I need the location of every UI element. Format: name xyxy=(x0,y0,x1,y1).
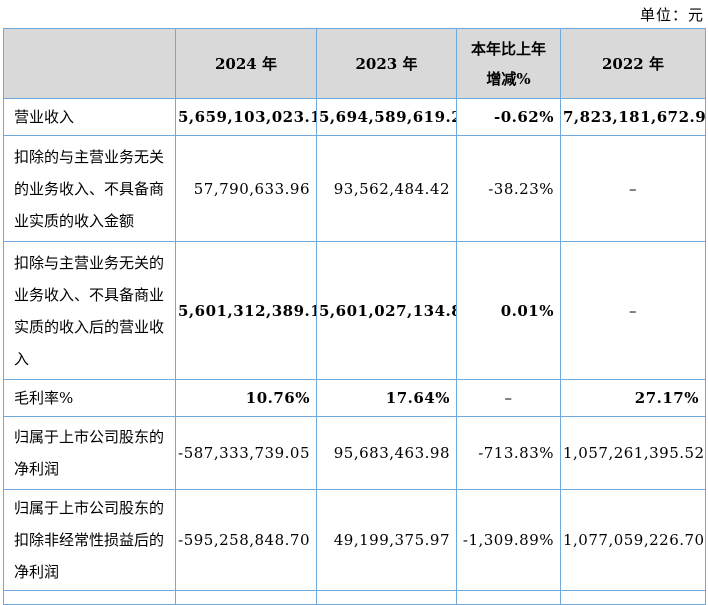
cell-yoy: -0.62% xyxy=(456,98,561,136)
cell-2022: 7,823,181,672.96 xyxy=(560,98,706,136)
header-item-column xyxy=(3,28,176,99)
row-label: 营业收入 xyxy=(3,98,176,136)
table-row-net-profit-excl-nonrecurring: 归属于上市公司股东的扣除非经常性损益后的净利润 -595,258,848.70 … xyxy=(3,489,706,591)
cell-2022: 1,057,261,395.52 xyxy=(560,416,706,490)
cell-2023: 95,683,463.98 xyxy=(316,416,457,490)
table-row-deducted-unrelated-income: 扣除的与主营业务无关的业务收入、不具备商业实质的收入金额 57,790,633.… xyxy=(3,135,706,242)
row-label: 毛利率% xyxy=(3,379,176,417)
cell-2022 xyxy=(560,590,706,605)
table-row-partial-clipped xyxy=(3,590,706,605)
cell-2023 xyxy=(316,590,457,605)
financial-summary-table: 2024 年 2023 年 本年比上年 增减% 2022 年 营业收入 5,65… xyxy=(3,28,706,605)
cell-2024: 57,790,633.96 xyxy=(175,135,317,242)
cell-2023: 93,562,484.42 xyxy=(316,135,457,242)
cell-2023: 5,694,589,619.24 xyxy=(316,98,457,136)
cell-2023: 5,601,027,134.82 xyxy=(316,241,457,380)
cell-yoy: -713.83% xyxy=(456,416,561,490)
table-header-row: 2024 年 2023 年 本年比上年 增减% 2022 年 xyxy=(3,28,706,99)
header-yoy-line1: 本年比上年 xyxy=(470,39,546,58)
header-2022: 2022 年 xyxy=(560,28,706,99)
cell-2024: 5,601,312,389.18 xyxy=(175,241,317,380)
row-label: 归属于上市公司股东的净利润 xyxy=(3,416,176,490)
cell-2024 xyxy=(175,590,317,605)
row-label: 归属于上市公司股东的扣除非经常性损益后的净利润 xyxy=(3,489,176,591)
cell-yoy xyxy=(456,590,561,605)
header-2023: 2023 年 xyxy=(316,28,457,99)
cell-2024: 10.76% xyxy=(175,379,317,417)
header-yoy-line2: 增减% xyxy=(486,69,531,88)
cell-yoy: – xyxy=(456,379,561,417)
unit-label: 单位：元 xyxy=(639,6,704,24)
cell-2024: -595,258,848.70 xyxy=(175,489,317,591)
cell-2022: 27.17% xyxy=(560,379,706,417)
table-row-net-profit: 归属于上市公司股东的净利润 -587,333,739.05 95,683,463… xyxy=(3,416,706,490)
table-row-operating-revenue: 营业收入 5,659,103,023.14 5,694,589,619.24 -… xyxy=(3,98,706,136)
cell-2024: -587,333,739.05 xyxy=(175,416,317,490)
header-yoy: 本年比上年 增减% xyxy=(456,28,561,99)
cell-2023: 49,199,375.97 xyxy=(316,489,457,591)
cell-yoy: 0.01% xyxy=(456,241,561,380)
cell-2024: 5,659,103,023.14 xyxy=(175,98,317,136)
cell-yoy: -38.23% xyxy=(456,135,561,242)
cell-2022: 1,077,059,226.70 xyxy=(560,489,706,591)
row-label: 扣除的与主营业务无关的业务收入、不具备商业实质的收入金额 xyxy=(3,135,176,242)
cell-2022: – xyxy=(560,241,706,380)
cell-2022: – xyxy=(560,135,706,242)
table-row-revenue-after-deduction: 扣除与主营业务无关的业务收入、不具备商业实质的收入后的营业收入 5,601,31… xyxy=(3,241,706,380)
header-2024: 2024 年 xyxy=(175,28,317,99)
table-row-gross-margin: 毛利率% 10.76% 17.64% – 27.17% xyxy=(3,379,706,417)
cell-2023: 17.64% xyxy=(316,379,457,417)
cell-yoy: -1,309.89% xyxy=(456,489,561,591)
row-label: 扣除与主营业务无关的业务收入、不具备商业实质的收入后的营业收入 xyxy=(3,241,176,380)
row-label xyxy=(3,590,176,605)
